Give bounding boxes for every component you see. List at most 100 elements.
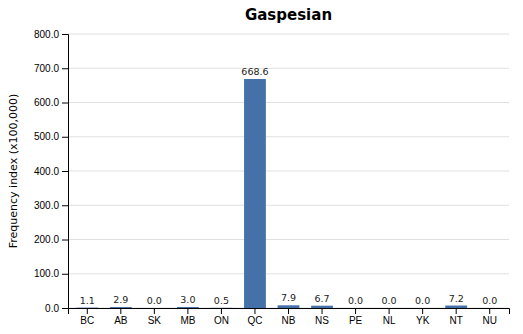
grid-line	[68, 205, 509, 206]
grid	[68, 34, 509, 308]
grid-line	[68, 171, 509, 172]
x-tick: PE	[349, 308, 363, 326]
x-tick-label: QC	[247, 315, 262, 326]
y-tick-label: 500.0	[34, 131, 59, 142]
y-tick-label: 800.0	[34, 29, 59, 40]
x-tick: SK	[148, 308, 162, 326]
x-tick-mark	[154, 308, 155, 314]
data-label: 0.0	[382, 295, 397, 306]
x-tick: NU	[482, 308, 496, 326]
y-tick: 0.0	[45, 303, 68, 314]
data-label: 3.0	[180, 294, 195, 305]
y-tick: 300.0	[34, 200, 68, 211]
y-tick: 100.0	[34, 268, 68, 279]
grid-line	[68, 273, 509, 274]
x-tick-label: SK	[148, 315, 162, 326]
y-tick-mark	[62, 205, 68, 206]
y-tick-label: 600.0	[34, 97, 59, 108]
data-label: 7.9	[281, 292, 296, 303]
x-tick-mark	[389, 308, 390, 314]
y-tick-label: 300.0	[34, 200, 59, 211]
x-tick-mark	[422, 308, 423, 314]
x-tick: QC	[247, 308, 262, 326]
data-label: 0.0	[482, 295, 497, 306]
grid-line	[68, 102, 509, 103]
x-tick: NS	[315, 308, 329, 326]
y-tick: 800.0	[34, 29, 68, 40]
grid-line	[68, 136, 509, 137]
x-tick-mark	[489, 308, 490, 314]
data-label: 0.0	[147, 295, 162, 306]
bar	[143, 308, 165, 309]
grid-line	[68, 239, 509, 240]
x-tick: YK	[416, 308, 430, 326]
y-tick: 400.0	[34, 166, 68, 177]
x-tick-mark	[221, 308, 222, 314]
chart: 0.0 100.0 200.0 300.0 400.0 500.0 600.0 700.0 80…	[0, 0, 523, 334]
y-axis: 0.0 100.0 200.0 300.0 400.0 500.0 600.0 700.0 80…	[34, 29, 69, 314]
y-axis-title: Frequency index (x100,000)	[7, 94, 20, 249]
bar	[445, 306, 467, 308]
y-axis-line	[62, 35, 69, 309]
title: Gaspesian	[245, 6, 332, 24]
y-tick: 500.0	[34, 131, 68, 142]
y-tick: 200.0	[34, 234, 68, 245]
x-tick: NB	[282, 308, 296, 326]
x-tick-label: MB	[180, 315, 195, 326]
bar	[211, 307, 233, 308]
x-tick-label: NU	[482, 315, 496, 326]
y-tick-mark	[62, 171, 68, 172]
x-tick-label: ON	[214, 315, 229, 326]
x-tick: NT	[450, 308, 463, 326]
data-label: 0.0	[415, 295, 430, 306]
y-tick-mark	[62, 240, 68, 241]
y-tick: 600.0	[34, 97, 68, 108]
bars	[76, 79, 467, 308]
x-tick-label: YK	[416, 315, 430, 326]
y-tick-label: 100.0	[34, 268, 59, 279]
y-tick-mark	[62, 137, 68, 138]
y-tick-mark	[62, 103, 68, 104]
grid-line	[68, 68, 509, 69]
x-tick-mark	[254, 308, 255, 314]
y-tick-label: 200.0	[34, 234, 59, 245]
data-label: 0.5	[214, 295, 229, 306]
data-label: 668.6	[241, 66, 268, 77]
x-tick: MB	[180, 308, 195, 326]
data-label: 0.0	[348, 295, 363, 306]
x-tick-label: BC	[80, 315, 94, 326]
x-tick-label: AB	[114, 315, 128, 326]
x-tick-label: NS	[315, 315, 329, 326]
data-label: 1.1	[80, 295, 95, 306]
x-tick-mark	[355, 308, 356, 314]
bar	[311, 306, 333, 308]
y-tick: 700.0	[34, 63, 68, 74]
x-tick: BC	[80, 308, 94, 326]
data-label: 2.9	[113, 294, 128, 305]
x-tick-mark	[120, 308, 121, 314]
y-tick-label: 400.0	[34, 166, 59, 177]
bar	[278, 305, 300, 308]
bar	[412, 308, 434, 309]
data-label: 6.7	[314, 293, 329, 304]
y-tick-mark	[62, 68, 68, 69]
bar	[110, 307, 132, 308]
bar	[378, 308, 400, 309]
bar	[244, 79, 266, 308]
x-tick: NL	[383, 308, 396, 326]
bar	[76, 307, 98, 308]
x-tick-label: NL	[383, 315, 396, 326]
x-tick-label: PE	[349, 315, 363, 326]
data-labels: 1.1 2.9 0.0 3.0 0.5 668.6 7.9 6.7 0.0 0.0 0.0 7.2 0.…	[80, 66, 498, 306]
data-label: 7.2	[449, 293, 464, 304]
x-tick: AB	[114, 308, 128, 326]
bar	[345, 308, 367, 309]
x-tick-label: NT	[450, 315, 463, 326]
x-tick-label: NB	[282, 315, 296, 326]
x-axis-line	[69, 309, 510, 315]
x-tick-mark	[187, 308, 188, 314]
x-tick-mark	[322, 308, 323, 314]
bar	[177, 307, 199, 308]
y-tick-mark	[62, 308, 68, 309]
x-tick-mark	[288, 308, 289, 314]
